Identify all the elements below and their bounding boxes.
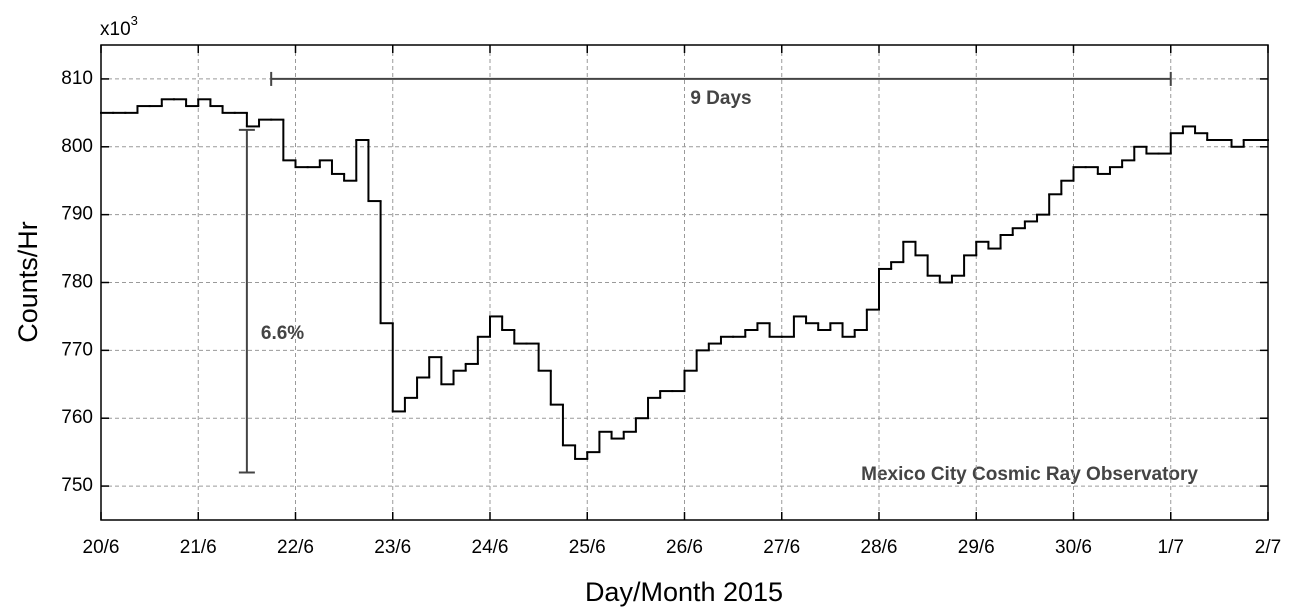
y-tick-label: 780: [61, 272, 93, 293]
x-tick-label: 21/6: [180, 537, 217, 558]
x-tick-label: 24/6: [472, 537, 509, 558]
x-tick-label: 27/6: [763, 537, 800, 558]
x-tick-label: 20/6: [83, 537, 120, 558]
y-tick-label: 800: [61, 136, 93, 157]
x-tick-label: 1/7: [1158, 537, 1184, 558]
plot-frame: [100, 44, 1269, 521]
y-multiplier-exp: 3: [131, 13, 138, 28]
decrease-label: 6.6%: [261, 323, 304, 344]
y-multiplier: x103: [100, 13, 138, 40]
x-tick-label: 28/6: [861, 537, 898, 558]
y-tick-label: 750: [61, 475, 93, 496]
x-tick-label: 25/6: [569, 537, 606, 558]
x-tick-label: 30/6: [1055, 537, 1092, 558]
y-multiplier-base: x10: [100, 19, 131, 40]
x-axis-label: Day/Month 2015: [585, 577, 783, 607]
y-axis-label: Counts/Hr: [13, 221, 43, 343]
x-tick-label: 23/6: [374, 537, 411, 558]
x-tick-label: 26/6: [666, 537, 703, 558]
y-tick-label: 810: [61, 68, 93, 89]
observatory-note: Mexico City Cosmic Ray Observatory: [861, 464, 1198, 485]
y-tick-label: 790: [61, 204, 93, 225]
y-tick-label: 770: [61, 339, 93, 360]
duration-label: 9 Days: [690, 88, 751, 109]
x-tick-label: 22/6: [277, 537, 314, 558]
y-tick-label: 760: [61, 407, 93, 428]
x-tick-label: 29/6: [958, 537, 995, 558]
x-tick-label: 2/7: [1255, 537, 1281, 558]
